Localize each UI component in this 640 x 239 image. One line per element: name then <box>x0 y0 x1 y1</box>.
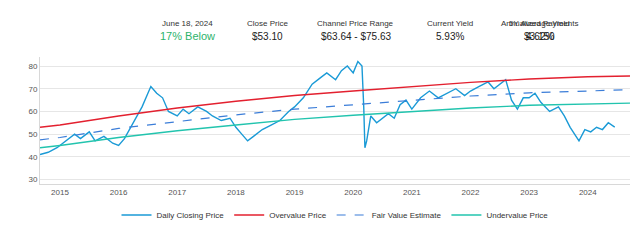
svg-text:Close Price: Close Price <box>247 19 288 28</box>
svg-text:2018: 2018 <box>227 188 245 197</box>
svg-text:2015: 2015 <box>51 188 69 197</box>
svg-text:40: 40 <box>28 153 37 162</box>
svg-text:80: 80 <box>28 62 37 71</box>
svg-text:$63.64 - $75.63: $63.64 - $75.63 <box>321 31 391 42</box>
svg-text:Overvalue Price: Overvalue Price <box>269 211 326 220</box>
svg-text:Annualized Payments: Annualized Payments <box>501 19 578 28</box>
svg-text:Fair Value Estimate: Fair Value Estimate <box>372 211 442 220</box>
svg-text:2017: 2017 <box>168 188 186 197</box>
svg-text:$53.10: $53.10 <box>252 31 283 42</box>
svg-text:Channel Price Range: Channel Price Range <box>317 19 394 28</box>
svg-text:17% Below: 17% Below <box>160 30 215 42</box>
svg-text:2019: 2019 <box>286 188 304 197</box>
svg-text:5Y Average Yield: 5Y Average Yield <box>509 19 570 28</box>
svg-text:2023: 2023 <box>520 188 538 197</box>
svg-text:30: 30 <box>28 175 37 184</box>
svg-text:2024: 2024 <box>579 188 597 197</box>
svg-text:Current Yield: Current Yield <box>427 19 473 28</box>
svg-text:70: 70 <box>28 85 37 94</box>
svg-text:$3.150: $3.150 <box>524 31 555 42</box>
svg-text:50: 50 <box>28 130 37 139</box>
svg-text:2020: 2020 <box>344 188 362 197</box>
svg-text:2021: 2021 <box>403 188 421 197</box>
svg-text:4.62%: 4.62% <box>526 31 554 42</box>
svg-text:Daily Closing Price: Daily Closing Price <box>157 211 225 220</box>
svg-text:5.93%: 5.93% <box>436 31 464 42</box>
svg-text:2022: 2022 <box>462 188 480 197</box>
svg-text:60: 60 <box>28 107 37 116</box>
svg-text:2016: 2016 <box>110 188 128 197</box>
svg-text:Undervalue Price: Undervalue Price <box>486 211 548 220</box>
svg-text:June 18, 2024: June 18, 2024 <box>162 19 213 28</box>
